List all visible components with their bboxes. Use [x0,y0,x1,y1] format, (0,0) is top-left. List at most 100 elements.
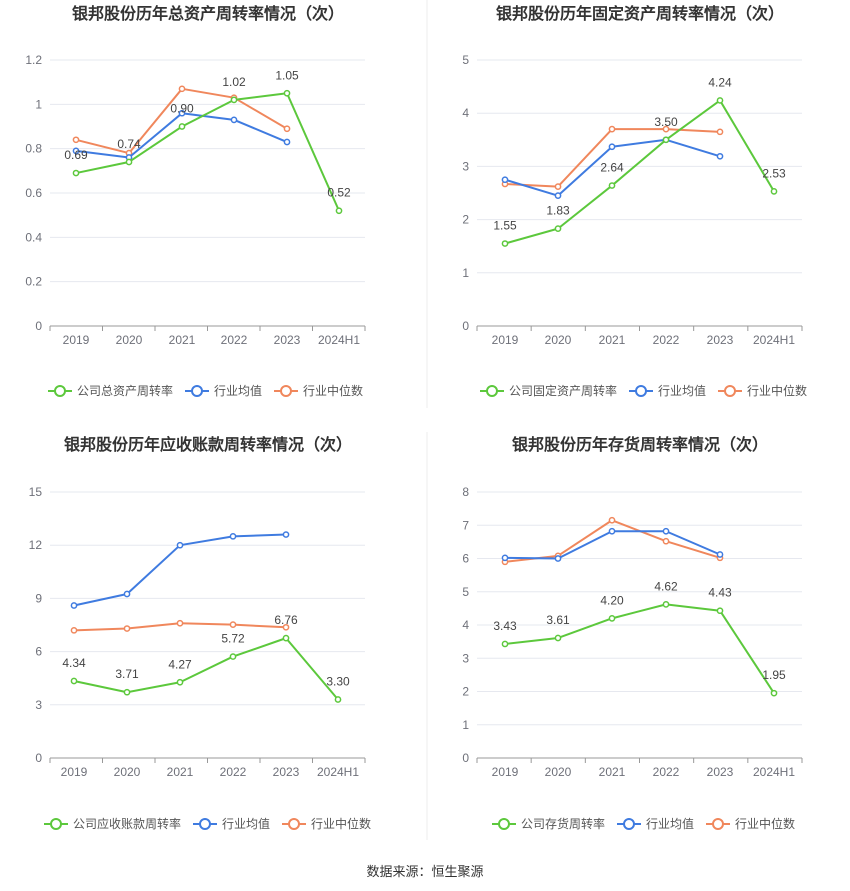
data-label: 4.20 [600,593,624,607]
data-point-median [662,125,670,133]
chart-panel-4: 银邦股份历年存货周转率情况（次） 0 1 2 3 4 5 6 7 8 2019 2020 2021 202… [462,435,803,831]
y-tick-label: 12 [29,538,43,552]
x-tick-label: 2019 [61,765,88,779]
data-label: 4.62 [654,579,678,593]
data-label: 4.24 [708,75,732,89]
y-tick-label: 0.2 [25,275,42,289]
series-line-average [504,530,721,560]
data-label: 1.55 [493,219,517,233]
series-line-company [504,603,775,694]
legend-label: 行业均值 [658,383,706,398]
y-tick-label: 1 [462,266,469,280]
data-point-median [123,625,131,632]
x-tick-label: 2019 [492,333,519,347]
chart-title: 银邦股份历年存货周转率情况（次） [512,435,768,454]
chart-title: 银邦股份历年应收账款周转率情况（次） [64,435,352,454]
x-tick-label: 2019 [492,765,519,779]
x-tick-label: 2021 [599,765,626,779]
data-point-average [608,527,616,535]
legend-item-median: 行业中位数 [718,383,807,398]
legend-label: 行业中位数 [311,816,371,831]
legend-label: 行业中位数 [747,383,807,398]
data-label: 4.34 [62,656,86,670]
data-point-company [283,89,291,97]
data-label: 0.90 [170,102,194,116]
data-point-company [501,240,509,247]
chart-title: 银邦股份历年固定资产周转率情况（次） [496,4,784,23]
y-tick-label: 5 [462,53,469,67]
data-point-company [501,640,509,648]
x-tick-label: 2023 [274,333,301,347]
data-point-company [123,688,131,696]
legend-label: 公司固定资产周转率 [509,383,617,398]
data-point-median [282,623,290,631]
y-tick-label: 1 [35,97,42,111]
chart-panel-1: 银邦股份历年总资产周转率情况（次） 0 0.2 0.4 0.6 0.8 1 1.2 2019 20… [25,4,366,398]
legend-marker [54,385,66,397]
y-tick-label: 0.8 [25,142,42,156]
legend-item-company: 公司存货周转率 [492,816,605,831]
data-point-median [72,136,80,144]
legend-marker [50,818,62,830]
chart-panel-3: 银邦股份历年应收账款周转率情况（次） 0 3 6 9 12 15 2019 2020 2021 20… [29,435,371,831]
series-line-company [75,92,340,212]
data-point-median [176,619,184,627]
data-point-average [230,116,238,124]
x-tick-label: 2022 [221,333,248,347]
y-tick-label: 0.6 [25,186,42,200]
legend-marker [280,385,292,397]
legend-item-company: 公司应收账款周转率 [44,816,181,831]
series-line-median [504,128,721,188]
data-point-company [125,158,133,166]
x-tick-label: 2021 [599,333,626,347]
data-label: 1.95 [762,668,786,682]
y-tick-label: 3 [35,698,42,712]
data-point-company [608,182,616,189]
data-point-median [662,537,670,545]
legend-label: 行业均值 [646,816,694,831]
y-tick-label: 5 [462,585,469,599]
legend-marker [712,818,724,830]
legend-item-average: 行业均值 [629,383,706,398]
y-tick-label: 9 [35,591,42,605]
x-tick-label: 2020 [114,765,141,779]
series-line-company [504,99,775,245]
legend-marker [288,818,300,830]
legend-label: 行业均值 [222,816,270,831]
y-tick-label: 15 [29,485,43,499]
data-point-company [608,615,616,622]
data-point-average [554,192,562,200]
data-label: 1.05 [275,68,299,82]
data-label: 1.02 [222,75,246,89]
legend-label: 公司总资产周转率 [77,383,173,398]
data-label: 4.27 [168,657,192,671]
y-tick-label: 1.2 [25,53,42,67]
data-point-company [230,96,238,104]
legend-marker [199,818,211,830]
y-tick-label: 0 [35,319,42,333]
legend-marker [635,385,647,397]
y-tick-label: 6 [35,645,42,659]
legend-marker [191,385,203,397]
data-label: 3.43 [493,619,517,633]
y-tick-label: 0 [35,751,42,765]
legend-label: 行业中位数 [735,816,795,831]
data-point-average [176,541,184,549]
data-point-median [554,183,562,190]
data-label: 1.83 [546,204,570,218]
data-point-company [770,689,778,697]
x-tick-label: 2022 [220,765,247,779]
legend-marker [486,385,498,397]
data-label: 0.52 [327,186,351,200]
x-tick-label: 2019 [63,333,90,347]
series-line-company [73,637,339,701]
series-line-average [75,112,288,159]
x-tick-label: 2021 [169,333,196,347]
x-tick-label: 2024H1 [318,333,360,347]
data-point-median [70,626,78,634]
y-tick-label: 2 [462,213,469,227]
legend-label: 公司应收账款周转率 [73,816,181,831]
x-tick-label: 2024H1 [753,765,795,779]
data-point-company [70,677,78,685]
